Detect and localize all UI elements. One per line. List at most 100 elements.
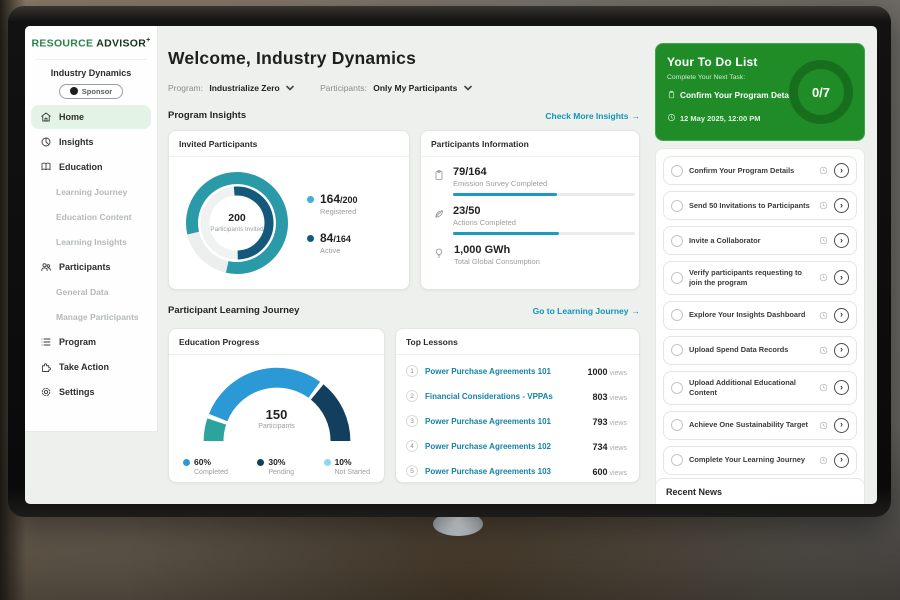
legend-label: Registered xyxy=(320,206,357,216)
invited-participants-card: Invited Participants 200 Partic xyxy=(168,130,410,290)
brand-plus: + xyxy=(146,37,151,44)
task-clock-icon xyxy=(819,273,828,282)
lesson-link[interactable]: Power Purchase Agreements 101 xyxy=(425,416,551,426)
task-checkbox[interactable] xyxy=(671,344,683,357)
sidebar-item-general-data[interactable]: General Data xyxy=(25,280,157,304)
task-chevron-button[interactable]: › xyxy=(834,198,849,213)
task-chevron-button[interactable]: › xyxy=(834,270,849,286)
todo-title: Your To Do List xyxy=(667,55,758,69)
sidebar-divider xyxy=(35,58,147,60)
task-row[interactable]: Upload Additional Educational Content › xyxy=(663,370,857,405)
lesson-link[interactable]: Power Purchase Agreements 101 xyxy=(425,366,551,376)
task-chevron-button[interactable]: › xyxy=(834,163,849,178)
task-checkbox[interactable] xyxy=(671,271,683,284)
task-row[interactable]: Complete Your Learning Journey › xyxy=(663,445,857,475)
sidebar-item-take-action[interactable]: Take Action xyxy=(31,355,151,379)
card-title: Participants Information xyxy=(421,131,639,157)
recent-news-title: Recent News xyxy=(656,479,864,504)
participants-filter-value: Only My Participants xyxy=(373,83,458,93)
brand-secondary: ADVISOR xyxy=(96,37,147,50)
go-to-learning-journey-link[interactable]: Go to Learning Journey → xyxy=(532,305,640,316)
program-filter-label: Program: xyxy=(168,83,203,93)
program-filter[interactable]: Program: Industrialize Zero xyxy=(168,83,294,93)
task-chevron-button[interactable]: › xyxy=(834,342,849,358)
sidebar-item-label: Program xyxy=(59,337,97,347)
brand-primary: RESOURCE xyxy=(31,37,94,50)
rank-badge: 3 xyxy=(406,415,418,427)
learning-journey-header: Participant Learning Journey Go to Learn… xyxy=(168,305,640,316)
sponsor-label: Sponsor xyxy=(81,86,113,96)
program-insights-header: Program Insights Check More Insights → xyxy=(168,110,640,121)
sidebar-item-program[interactable]: Program xyxy=(31,330,151,354)
task-checkbox[interactable] xyxy=(671,309,683,322)
recent-news-panel: Recent News xyxy=(655,478,865,504)
list-icon xyxy=(40,336,52,348)
task-checkbox[interactable] xyxy=(671,454,683,467)
card-title: Top Lessons xyxy=(396,329,639,355)
participants-filter[interactable]: Participants: Only My Participants xyxy=(320,83,472,93)
stat-consumption: 1,000 GWh Total Global Consumption xyxy=(421,235,639,266)
task-chevron-button[interactable]: › xyxy=(834,380,849,396)
task-checkbox[interactable] xyxy=(671,199,683,212)
sidebar-item-label: Education xyxy=(59,162,103,172)
sponsor-icon xyxy=(69,87,78,95)
task-checkbox[interactable] xyxy=(671,381,683,394)
sidebar-item-manage-participants[interactable]: Manage Participants xyxy=(25,305,157,329)
task-row[interactable]: Invite a Collaborator › xyxy=(663,226,857,255)
task-row[interactable]: Verify participants requesting to join t… xyxy=(663,261,857,295)
sidebar-item-home[interactable]: Home xyxy=(31,105,151,129)
check-more-insights-link[interactable]: Check More Insights → xyxy=(545,110,640,121)
home-icon xyxy=(40,111,52,123)
task-checkbox[interactable] xyxy=(671,164,683,177)
sidebar-item-settings[interactable]: Settings xyxy=(31,380,151,404)
lesson-link[interactable]: Power Purchase Agreements 103 xyxy=(425,466,551,476)
bulb-icon xyxy=(433,244,446,266)
todo-progress-ring: 0/7 xyxy=(789,60,853,124)
top-lessons-card: Top Lessons 1 Power Purchase Agreements … xyxy=(395,328,640,483)
legend-completed: 60% Completed xyxy=(183,457,228,476)
lesson-link[interactable]: Financial Considerations - VPPAs xyxy=(425,391,553,401)
people-icon xyxy=(40,261,52,273)
task-checkbox[interactable] xyxy=(671,419,683,432)
task-row[interactable]: Explore Your Insights Dashboard › xyxy=(663,300,857,330)
task-row[interactable]: Confirm Your Program Details › xyxy=(663,156,857,185)
legend-value: 84 xyxy=(320,230,334,245)
sidebar-item-label: Learning Journey xyxy=(56,187,128,197)
task-chevron-button[interactable]: › xyxy=(834,452,849,468)
task-label: Achieve One Sustainability Target xyxy=(689,420,808,430)
lesson-link[interactable]: Power Purchase Agreements 102 xyxy=(425,441,551,451)
task-chevron-button[interactable]: › xyxy=(834,233,849,248)
legend-dot xyxy=(323,458,331,466)
education-legend: 60% Completed 30% Pending 10% Not Starte… xyxy=(169,451,384,476)
education-progress-card: Education Progress 150 Participants xyxy=(168,328,385,483)
task-row[interactable]: Achieve One Sustainability Target › xyxy=(663,410,857,440)
stat-label: Emission Survey Completed xyxy=(453,179,548,188)
leaf-icon xyxy=(433,205,445,235)
legend-label: Pending xyxy=(268,469,295,476)
lesson-row: 2 Financial Considerations - VPPAs 803 vi… xyxy=(396,380,639,405)
sidebar-item-learning-insights[interactable]: Learning Insights xyxy=(25,230,157,254)
legend-total: /164 xyxy=(333,233,351,244)
task-chevron-button[interactable]: › xyxy=(834,307,849,323)
sidebar-item-insights[interactable]: Insights xyxy=(31,130,151,154)
views-label: views xyxy=(609,470,627,477)
card-title: Invited Participants xyxy=(169,131,409,157)
sidebar-item-label: Learning Insights xyxy=(56,237,127,247)
task-row[interactable]: Upload Spend Data Records › xyxy=(663,335,857,365)
task-chevron-button[interactable]: › xyxy=(834,417,849,433)
sidebar-item-education-content[interactable]: Education Content xyxy=(25,205,157,229)
task-row[interactable]: Send 50 Invitations to Participants › xyxy=(663,191,857,220)
legend-label: Completed xyxy=(194,469,228,476)
task-clock-icon xyxy=(819,311,828,320)
card-title: Education Progress xyxy=(169,329,384,355)
sponsor-badge[interactable]: Sponsor xyxy=(59,83,123,99)
task-clock-icon xyxy=(819,166,828,175)
page-title: Welcome, Industry Dynamics xyxy=(168,48,417,68)
stat-emission-survey: 79/164 Emission Survey Completed xyxy=(421,157,639,196)
sidebar-item-education[interactable]: Education xyxy=(31,155,151,179)
sidebar: RESOURCE ADVISOR+ Industry Dynamics Spon… xyxy=(25,26,158,432)
task-checkbox[interactable] xyxy=(671,234,683,247)
sidebar-item-participants[interactable]: Participants xyxy=(31,255,151,279)
filter-bar: Program: Industrialize Zero Participants… xyxy=(168,83,472,93)
sidebar-item-learning-journey[interactable]: Learning Journey xyxy=(25,180,157,204)
